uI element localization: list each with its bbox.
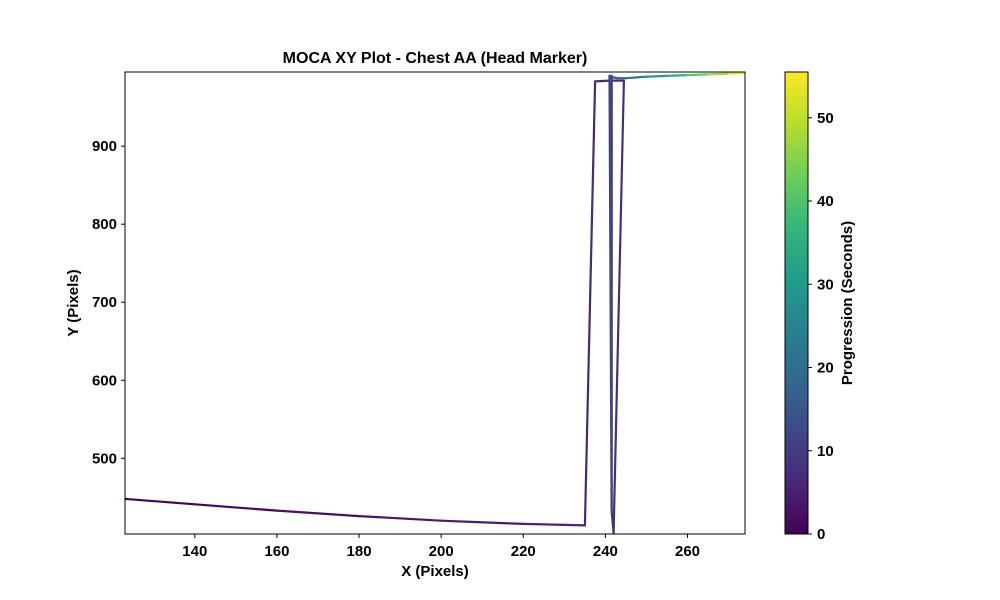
trajectory-segment	[612, 79, 626, 534]
trajectory-segment	[522, 522, 587, 527]
x-tick-label: 260	[675, 543, 700, 560]
trajectory-segment	[583, 80, 597, 527]
colorbar-label: Progression (Seconds)	[839, 221, 856, 385]
trajectory-segment	[608, 74, 613, 512]
trajectory-series	[125, 72, 745, 534]
plot-frame	[124, 71, 746, 535]
y-tick-label: 600	[92, 372, 117, 389]
y-tick-label: 900	[92, 138, 117, 155]
colorbar-tick-label: 20	[817, 360, 834, 377]
colorbar-tick-label: 10	[817, 443, 834, 460]
trajectory-segment	[193, 503, 278, 512]
trajectory-segment	[125, 497, 196, 506]
colorbar-tick-label: 50	[817, 110, 834, 127]
trajectory-segment	[645, 74, 669, 78]
colorbar: 0 10 20 30 40 50 Progression (Seconds)	[784, 71, 856, 543]
trajectory-segment	[440, 519, 525, 526]
trajectory-segment	[610, 509, 615, 534]
plot-area	[124, 71, 746, 535]
x-axis-label: X (Pixels)	[401, 563, 469, 580]
y-tick-label: 500	[92, 450, 117, 467]
x-tick-label: 180	[347, 543, 372, 560]
colorbar-frame	[784, 71, 809, 535]
trajectory-segment	[686, 73, 710, 77]
y-axis-label: Y (Pixels)	[65, 269, 82, 336]
trajectory-segment	[357, 514, 443, 522]
colorbar-ticks: 0 10 20 30 40 50	[808, 110, 834, 543]
colorbar-tick-label: 0	[817, 526, 825, 543]
trajectory-segment	[665, 73, 689, 78]
x-tick-label: 220	[511, 543, 536, 560]
colorbar-tick-label: 40	[817, 193, 834, 210]
trajectory-segment	[275, 509, 361, 518]
x-tick-label: 240	[593, 543, 618, 560]
y-tick-label: 800	[92, 216, 117, 233]
trajectory-segment	[727, 72, 745, 75]
x-tick-label: 200	[429, 543, 454, 560]
trajectory-segment	[624, 75, 648, 80]
y-tick-label: 700	[92, 294, 117, 311]
x-tick-label: 160	[264, 543, 289, 560]
trajectory-segment	[593, 79, 611, 83]
x-axis: 140 160 180 200 220 240 260	[182, 534, 700, 560]
trajectory-segment	[706, 72, 730, 76]
x-tick-label: 140	[182, 543, 207, 560]
colorbar-gradient	[785, 72, 808, 534]
colorbar-tick-label: 30	[817, 276, 834, 293]
y-axis: 500 600 700 800 900	[92, 138, 125, 467]
chart-title: MOCA XY Plot - Chest AA (Head Marker)	[283, 50, 588, 67]
